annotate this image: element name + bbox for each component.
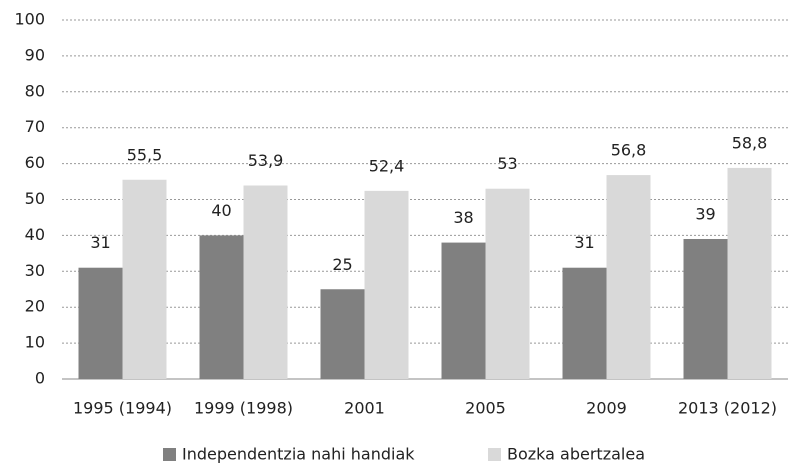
value-label: 52,4 — [369, 156, 405, 175]
bar — [199, 235, 244, 379]
value-label: 31 — [90, 233, 110, 252]
bar — [78, 267, 123, 379]
bar — [562, 267, 607, 379]
x-tick-label: 2013 (2012) — [678, 399, 777, 418]
value-label: 53 — [497, 154, 517, 173]
x-tick-label: 2001 — [344, 399, 385, 418]
y-tick-label: 70 — [25, 117, 45, 136]
y-tick-label: 40 — [25, 225, 45, 244]
legend-label: Bozka abertzalea — [507, 445, 645, 464]
value-label: 55,5 — [127, 145, 163, 164]
y-tick-label: 80 — [25, 81, 45, 100]
value-label: 53,9 — [248, 151, 284, 170]
bar — [606, 175, 651, 379]
value-label: 56,8 — [611, 141, 647, 160]
value-label: 39 — [695, 204, 715, 223]
bar — [441, 242, 486, 379]
legend-swatch — [488, 448, 501, 461]
y-tick-label: 30 — [25, 261, 45, 280]
value-label: 25 — [332, 255, 352, 274]
x-tick-label: 1995 (1994) — [73, 399, 172, 418]
bar — [485, 188, 530, 379]
y-tick-label: 10 — [25, 333, 45, 352]
value-label: 38 — [453, 208, 473, 227]
legend-swatch — [163, 448, 176, 461]
bar — [364, 190, 409, 379]
x-tick-label: 1999 (1998) — [194, 399, 293, 418]
bar — [727, 167, 772, 379]
y-tick-label: 20 — [25, 297, 45, 316]
y-tick-label: 0 — [35, 369, 45, 388]
y-tick-label: 50 — [25, 189, 45, 208]
bar — [320, 289, 365, 379]
bar — [683, 238, 728, 379]
y-tick-label: 100 — [14, 10, 45, 29]
y-tick-label: 60 — [25, 153, 45, 172]
bar — [243, 185, 288, 379]
x-tick-label: 2009 — [586, 399, 627, 418]
x-tick-label: 2005 — [465, 399, 506, 418]
value-label: 31 — [574, 233, 594, 252]
legend-label: Independentzia nahi handiak — [182, 445, 415, 464]
value-label: 58,8 — [732, 133, 768, 152]
value-label: 40 — [211, 201, 231, 220]
bar — [122, 179, 167, 379]
y-tick-label: 90 — [25, 45, 45, 64]
